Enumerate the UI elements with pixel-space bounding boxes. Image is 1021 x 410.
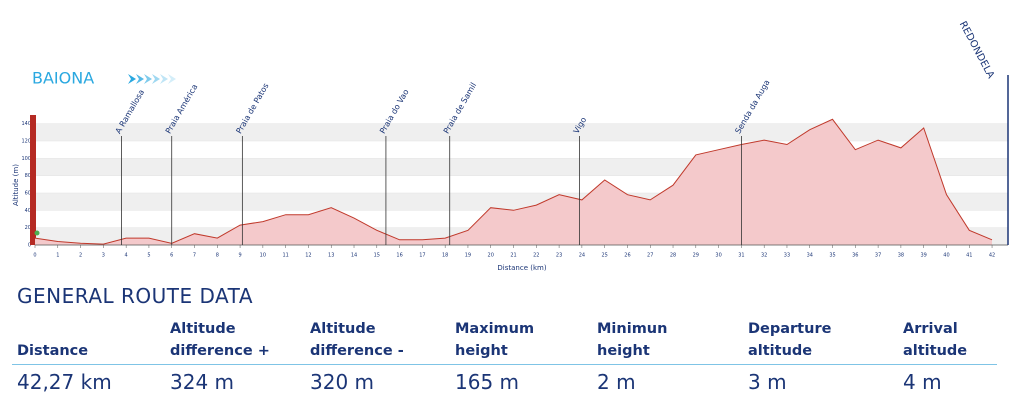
x-tick-label: 20 [488, 253, 494, 259]
area-fill [35, 119, 993, 245]
y-tick-label: 40 [25, 208, 31, 214]
x-tick-label: 27 [647, 253, 653, 259]
table-column: Maximum height 165 m [455, 316, 575, 394]
chart: BAIONA Altitude (m) Distance (km) 020406… [12, 20, 1009, 272]
x-tick-label: 1 [56, 253, 59, 259]
x-tick-label: 0 [33, 253, 36, 259]
grid-band [35, 123, 1008, 141]
x-tick-label: 23 [556, 253, 562, 259]
x-tick-label: 37 [875, 253, 881, 259]
x-tick-label: 40 [943, 253, 949, 259]
column-value: 3 m [748, 370, 787, 394]
x-tick-label: 39 [921, 253, 927, 259]
x-tick-label: 16 [396, 253, 402, 259]
start-label: BAIONA [32, 69, 94, 88]
x-tick-label: 19 [465, 253, 471, 259]
x-tick-label: 18 [442, 253, 448, 259]
x-tick-label: 42 [989, 253, 995, 259]
table-column: Distance 42,27 km [17, 316, 157, 394]
x-tick-label: 24 [579, 253, 585, 259]
column-header: Maximum height [455, 321, 535, 359]
table-title: GENERAL ROUTE DATA [17, 284, 254, 308]
end-label: REDONDELA [957, 20, 996, 81]
x-tick-label: 17 [419, 253, 425, 259]
start-dot [34, 230, 40, 236]
x-tick-label: 28 [670, 253, 676, 259]
y-tick-label: 20 [25, 225, 31, 231]
x-tick-label: 9 [238, 253, 241, 259]
x-tick-label: 38 [898, 253, 904, 259]
x-tick-label: 32 [761, 253, 767, 259]
x-tick-label: 29 [693, 253, 699, 259]
x-tick-label: 35 [829, 253, 835, 259]
x-tick-label: 33 [784, 253, 790, 259]
table-column: Altitude difference - 320 m [310, 316, 435, 394]
x-tick-label: 10 [260, 253, 266, 259]
x-tick-label: 8 [216, 253, 219, 259]
x-tick-label: 31 [738, 253, 744, 259]
x-tick-label: 12 [305, 253, 311, 259]
column-header: Minimun height [597, 321, 668, 359]
y-tick-label: 140 [21, 121, 31, 127]
column-value: 2 m [597, 370, 636, 394]
y-tick-label: 80 [25, 173, 31, 179]
table-rule [12, 364, 997, 365]
column-value: 42,27 km [17, 370, 112, 394]
x-tick-label: 6 [170, 253, 173, 259]
column-value: 320 m [310, 370, 375, 394]
table-column: Arrival altitude 4 m [903, 316, 1003, 394]
y-axis-label: Altitude (m) [12, 164, 20, 206]
column-header: Arrival altitude [903, 321, 968, 359]
x-tick-label: 2 [79, 253, 82, 259]
y-tick-label: 100 [21, 156, 31, 162]
area-line [34, 118, 993, 245]
x-axis-label: Distance (km) [497, 264, 546, 272]
y-tick-label: 60 [25, 191, 31, 197]
column-value: 324 m [170, 370, 235, 394]
x-tick-label: 3 [102, 253, 105, 259]
x-tick-label: 15 [374, 253, 380, 259]
y-tick-label: 0 [28, 243, 31, 249]
x-tick-label: 11 [282, 253, 288, 259]
column-value: 4 m [903, 370, 942, 394]
x-tick-label: 25 [601, 253, 607, 259]
column-header: Altitude difference + [170, 321, 270, 359]
start-marker [30, 115, 36, 245]
x-tick-label: 41 [966, 253, 972, 259]
x-tick-label: 36 [852, 253, 858, 259]
x-tick-label: 14 [351, 253, 357, 259]
column-header: Distance [17, 343, 89, 359]
x-tick-label: 5 [147, 253, 150, 259]
column-value: 165 m [455, 370, 520, 394]
x-tick-label: 30 [715, 253, 721, 259]
table-column: Minimun height 2 m [597, 316, 717, 394]
column-header: Departure altitude [748, 321, 832, 359]
x-tick-label: 4 [125, 253, 128, 259]
y-tick-label: 120 [21, 139, 31, 145]
start-arrows [128, 74, 176, 84]
x-tick-label: 21 [510, 253, 516, 259]
x-tick-label: 34 [807, 253, 813, 259]
x-tick-label: 13 [328, 253, 334, 259]
x-tick-label: 7 [193, 253, 196, 259]
x-tick-label: 22 [533, 253, 539, 259]
table-column: Altitude difference + 324 m [170, 316, 290, 394]
table-column: Departure altitude 3 m [748, 316, 878, 394]
x-tick-label: 26 [624, 253, 630, 259]
column-header: Altitude difference - [310, 321, 404, 359]
